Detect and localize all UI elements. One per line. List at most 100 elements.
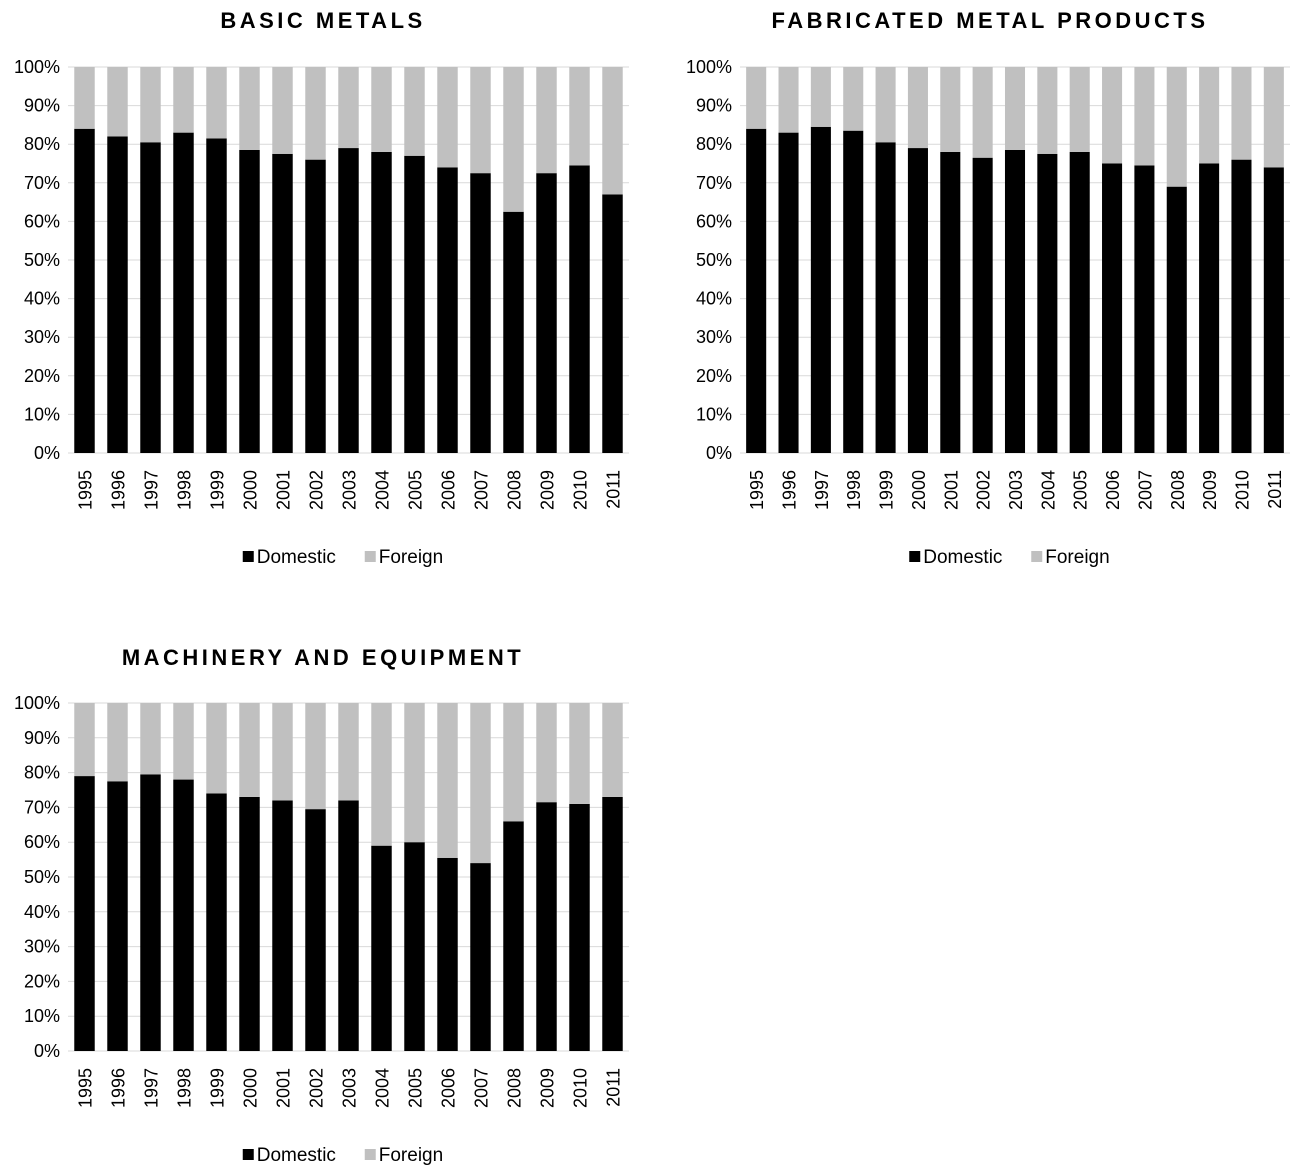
bar-domestic-2009 xyxy=(1199,163,1220,453)
bar-domestic-1998 xyxy=(173,779,194,1051)
x-tick-label: 1995 xyxy=(76,1068,96,1108)
y-tick-label: 20% xyxy=(24,366,60,386)
bar-foreign-2003 xyxy=(1004,67,1026,150)
y-tick-label: 80% xyxy=(696,134,732,154)
legend: Domestic Foreign xyxy=(242,547,443,568)
bar-domestic-1997 xyxy=(810,126,831,453)
bar-foreign-2008 xyxy=(503,703,524,822)
x-tick-label: 2009 xyxy=(538,1068,558,1108)
x-tick-label: 1997 xyxy=(142,470,162,510)
legend-swatch-foreign xyxy=(1031,551,1043,562)
x-tick-label: 2003 xyxy=(1006,470,1026,510)
bar-foreign-2011 xyxy=(1263,67,1284,168)
bar-foreign-1997 xyxy=(140,703,161,775)
bar-foreign-2011 xyxy=(602,703,623,797)
bar-foreign-2000 xyxy=(239,67,260,150)
y-tick-label: 20% xyxy=(24,971,60,991)
x-tick-label: 1997 xyxy=(142,1068,162,1108)
x-tick-label: 2004 xyxy=(1038,470,1058,510)
legend-label-foreign: Foreign xyxy=(379,547,443,568)
bar-domestic-2010 xyxy=(569,165,590,453)
bar-foreign-1999 xyxy=(206,67,227,139)
bar-domestic-2002 xyxy=(305,809,326,1051)
bar-foreign-2003 xyxy=(338,703,359,801)
chart-panel-3: MACHINERY AND EQUIPMENT 0% 10% 20% 30% 40% 50%… xyxy=(14,645,629,1166)
bar-foreign-2010 xyxy=(569,67,590,166)
bar-foreign-2009 xyxy=(536,67,557,174)
bar-domestic-1996 xyxy=(778,132,799,453)
x-tick-label: 1999 xyxy=(877,470,897,510)
bars xyxy=(746,67,1284,454)
bar-domestic-2009 xyxy=(536,173,557,453)
y-tick-label: 20% xyxy=(696,366,732,386)
bar-foreign-2006 xyxy=(437,703,458,858)
x-tick-label: 1998 xyxy=(175,470,195,510)
bar-foreign-2007 xyxy=(1134,67,1155,166)
bar-foreign-1996 xyxy=(778,67,799,133)
x-tick-label: 2010 xyxy=(571,470,591,510)
bar-domestic-2011 xyxy=(602,796,623,1051)
bar-foreign-1999 xyxy=(206,703,227,794)
y-tick-label: 60% xyxy=(24,211,60,231)
bar-foreign-1997 xyxy=(810,67,831,127)
bar-domestic-1999 xyxy=(875,142,896,453)
legend-label-domestic: Domestic xyxy=(257,1145,336,1166)
bar-foreign-2005 xyxy=(404,703,425,843)
x-tick-label: 2006 xyxy=(439,470,459,510)
bar-domestic-1997 xyxy=(140,774,161,1051)
bar-foreign-2002 xyxy=(305,67,326,160)
chart-panel-1: BASIC METALS 0% 10% 20% 30% 40% 50% 60% 70% 80% 90… xyxy=(14,8,629,568)
bar-foreign-2001 xyxy=(272,703,293,801)
bar-foreign-2003 xyxy=(338,67,359,149)
x-tick-label: 2002 xyxy=(307,470,327,510)
y-tick-label: 90% xyxy=(696,96,732,116)
bar-domestic-1999 xyxy=(206,138,227,453)
bar-foreign-2001 xyxy=(940,67,961,152)
bar-domestic-1996 xyxy=(107,136,128,454)
bar-foreign-2011 xyxy=(602,67,623,195)
bar-domestic-2007 xyxy=(470,863,491,1051)
bar-foreign-2010 xyxy=(569,703,590,804)
bar-foreign-2010 xyxy=(1231,67,1252,160)
bar-domestic-1997 xyxy=(140,142,161,453)
bar-domestic-2003 xyxy=(338,148,359,453)
legend-swatch-domestic xyxy=(909,551,921,562)
legend-label-domestic: Domestic xyxy=(257,547,336,568)
y-tick-label: 90% xyxy=(24,728,60,748)
x-tick-label: 2006 xyxy=(1103,470,1123,510)
bar-domestic-2008 xyxy=(1166,186,1187,453)
x-tick-label: 2011 xyxy=(1265,470,1285,509)
x-tick-label: 1996 xyxy=(780,470,800,510)
bar-domestic-2008 xyxy=(503,211,524,453)
x-tick-label: 2008 xyxy=(505,470,525,510)
bar-foreign-2006 xyxy=(437,67,458,168)
y-tick-label: 50% xyxy=(24,250,60,270)
bar-domestic-2009 xyxy=(536,802,557,1051)
y-tick-label: 0% xyxy=(34,443,60,463)
x-tick-label: 2002 xyxy=(307,1068,327,1108)
bar-domestic-2006 xyxy=(1102,163,1123,453)
x-tick-label: 2003 xyxy=(340,470,360,510)
x-tick-label: 2010 xyxy=(1232,470,1252,510)
legend-label-domestic: Domestic xyxy=(923,547,1002,568)
x-tick-label: 1996 xyxy=(109,1068,129,1108)
bar-domestic-2008 xyxy=(503,821,524,1051)
bar-foreign-2008 xyxy=(1166,67,1187,187)
x-tick-label: 1999 xyxy=(208,1068,228,1108)
legend-swatch-domestic xyxy=(242,551,254,562)
bar-domestic-2007 xyxy=(470,173,491,453)
bar-foreign-2004 xyxy=(1037,67,1058,154)
x-tick-label: 2011 xyxy=(604,1068,624,1107)
bar-foreign-2002 xyxy=(305,703,326,810)
y-tick-label: 70% xyxy=(24,797,60,817)
bar-foreign-1996 xyxy=(107,67,128,137)
y-tick-label: 30% xyxy=(24,327,60,347)
y-tick-label: 40% xyxy=(24,289,60,309)
y-tick-label: 70% xyxy=(696,173,732,193)
chart-title: FABRICATED METAL PRODUCTS xyxy=(771,8,1208,33)
x-tick-label: 1998 xyxy=(175,1068,195,1108)
x-tick-label: 2004 xyxy=(373,470,393,510)
x-tick-label: 2001 xyxy=(941,470,961,510)
y-tick-label: 70% xyxy=(24,173,60,193)
bar-foreign-2009 xyxy=(536,703,557,803)
